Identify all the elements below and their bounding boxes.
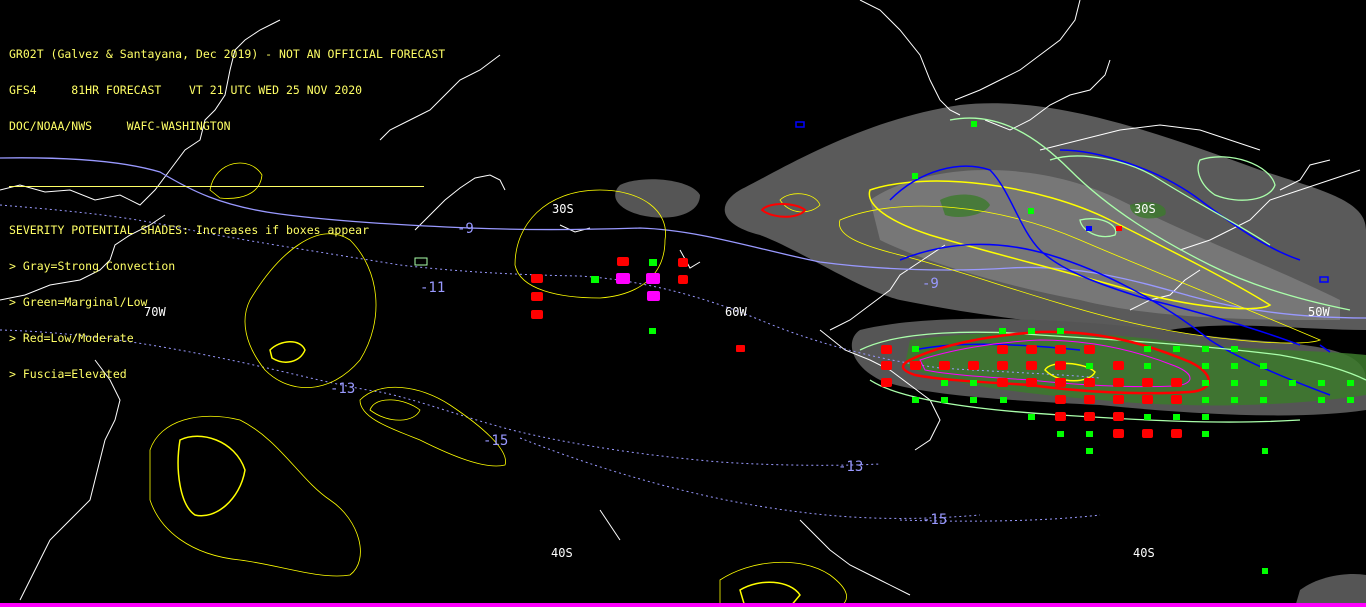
isotherm-label-minus15-west: -15	[483, 433, 509, 449]
header-agency: DOC/NOAA/NWS WAFC-WASHINGTON	[9, 119, 231, 133]
severity-boxes	[414, 121, 1354, 574]
lat-label-30s-east: 30S	[1134, 202, 1156, 216]
header-title: GR02T (Galvez & Santayana, Dec 2019) - N…	[9, 47, 446, 61]
legend-item-red: > Red=Low/Moderate	[9, 331, 134, 345]
isotherm-label-minus13-west: -13	[330, 381, 356, 397]
isotherm-label-minus9-west: -9	[457, 221, 474, 237]
lat-label-30s-west: 30S	[552, 202, 574, 216]
isotherms	[0, 157, 1366, 522]
lat-label-40s-west: 40S	[551, 546, 573, 560]
isotherm-label-minus15-east: -15	[922, 512, 948, 528]
isotherm-label-minus11: -11	[420, 280, 446, 296]
legend-item-green: > Green=Marginal/Low	[9, 295, 148, 309]
legend-item-fuscia: > Fuscia=Elevated	[9, 367, 127, 381]
header-forecast-time: GFS4 81HR FORECAST VT 21 UTC WED 25 NOV …	[9, 83, 363, 97]
isotherm-label-minus9-east: -9	[922, 276, 939, 292]
forecast-header: GR02T (Galvez & Santayana, Dec 2019) - N…	[9, 24, 445, 392]
legend-item-gray: > Gray=Strong Convection	[9, 259, 176, 273]
lat-label-40s-east: 40S	[1133, 546, 1155, 560]
bottom-border	[0, 603, 1366, 607]
severity-outlines	[760, 203, 1210, 395]
header-divider	[9, 186, 424, 199]
lon-label-70w: 70W	[144, 305, 166, 319]
lon-label-60w: 60W	[725, 305, 747, 319]
lon-label-50w: 50W	[1308, 305, 1330, 319]
marginal-shading	[905, 194, 1366, 406]
severity-legend-title: SEVERITY POTENTIAL SHADES: Increases if …	[9, 223, 370, 237]
isotherm-label-minus13-east: -13	[838, 459, 864, 475]
